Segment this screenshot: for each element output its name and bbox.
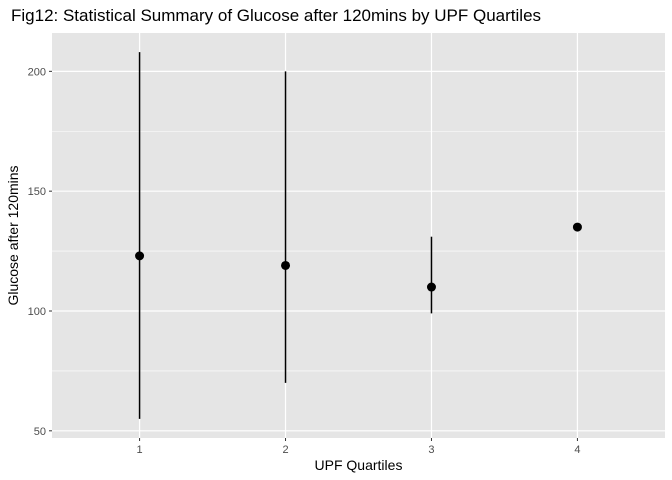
x-tick-label: 3 xyxy=(428,444,434,456)
data-point xyxy=(135,251,145,261)
x-axis-title: UPF Quartiles xyxy=(315,457,403,473)
data-point xyxy=(281,260,291,270)
y-tick-label: 50 xyxy=(34,426,46,438)
y-axis: 50 100 150 200 xyxy=(28,66,52,438)
grid-minor xyxy=(52,130,665,372)
x-tick-label: 1 xyxy=(137,444,143,456)
data-marks xyxy=(135,52,582,419)
y-tick-label: 150 xyxy=(28,186,46,198)
data-point xyxy=(426,282,436,292)
x-axis: 1 2 3 4 xyxy=(137,438,580,456)
y-axis-title: Glucose after 120mins xyxy=(5,165,21,305)
y-tick-label: 100 xyxy=(28,306,46,318)
x-tick-label: 4 xyxy=(574,444,580,456)
chart-title: Fig12: Statistical Summary of Glucose af… xyxy=(11,6,541,25)
y-tick-label: 200 xyxy=(28,66,46,78)
x-tick-label: 2 xyxy=(282,444,288,456)
data-point xyxy=(572,222,582,232)
plot-panel xyxy=(52,33,665,438)
